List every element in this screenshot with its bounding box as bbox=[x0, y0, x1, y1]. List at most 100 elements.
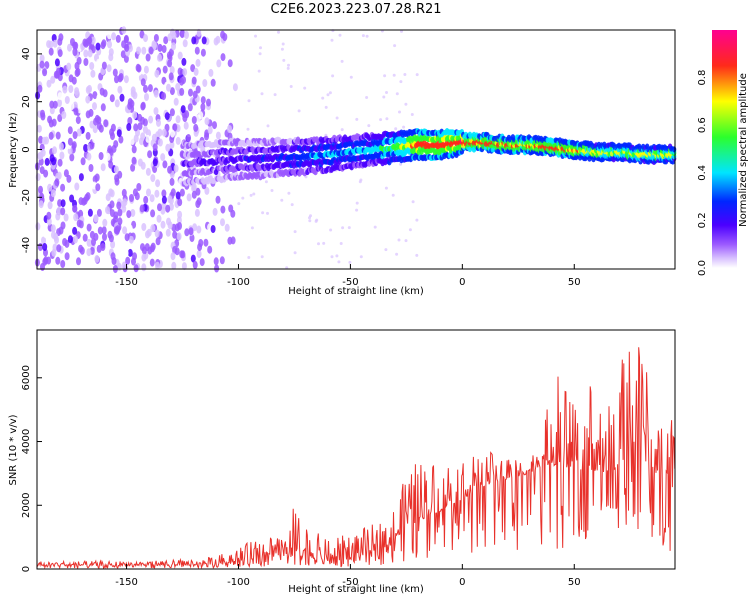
noise-cell bbox=[101, 61, 107, 70]
noise-cell bbox=[72, 226, 78, 235]
noise-cell bbox=[190, 254, 196, 263]
noise-cell bbox=[123, 34, 129, 43]
noise-cell bbox=[46, 217, 52, 226]
noise-cell bbox=[281, 42, 285, 46]
noise-cell bbox=[96, 93, 102, 102]
noise-cell bbox=[92, 125, 98, 134]
noise-cell bbox=[76, 128, 82, 137]
y-tick: 0 bbox=[21, 566, 42, 572]
noise-cell bbox=[101, 39, 107, 48]
y-tick-label: 4000 bbox=[21, 429, 32, 454]
noise-cell bbox=[289, 85, 293, 88]
noise-cell bbox=[143, 195, 149, 204]
noise-cell bbox=[86, 223, 92, 232]
noise-cell bbox=[77, 105, 83, 114]
noise-cell bbox=[57, 158, 63, 167]
noise-cell bbox=[149, 194, 155, 203]
noise-cell bbox=[227, 59, 233, 68]
noise-cell bbox=[166, 217, 171, 226]
noise-cell bbox=[47, 183, 53, 192]
signal-cell bbox=[671, 146, 677, 153]
noise-cell bbox=[121, 261, 127, 270]
colorbar-tick-label: 0.2 bbox=[697, 212, 708, 228]
noise-cell bbox=[49, 100, 55, 109]
y-tick: 4000 bbox=[21, 429, 42, 454]
noise-cell bbox=[60, 207, 66, 216]
noise-cell bbox=[60, 183, 66, 192]
noise-cell bbox=[53, 70, 59, 79]
noise-cell bbox=[48, 119, 54, 128]
noise-cell bbox=[119, 93, 125, 102]
noise-cell bbox=[165, 143, 171, 152]
noise-cell bbox=[179, 29, 185, 38]
noise-cell bbox=[172, 123, 178, 132]
colorbar-tick: 0.4 bbox=[697, 165, 708, 181]
noise-cell bbox=[140, 102, 146, 111]
noise-cell bbox=[184, 228, 190, 237]
noise-cell bbox=[186, 134, 191, 142]
noise-cell bbox=[68, 85, 74, 93]
noise-cell bbox=[166, 51, 172, 60]
x-tick: -150 bbox=[115, 264, 138, 288]
noise-cell bbox=[157, 138, 163, 147]
noise-cell bbox=[207, 245, 213, 254]
noise-cell bbox=[88, 108, 94, 117]
noise-cell bbox=[212, 207, 218, 216]
noise-cell bbox=[210, 78, 216, 87]
noise-cell bbox=[290, 203, 294, 207]
noise-cell bbox=[161, 45, 167, 53]
noise-cell bbox=[338, 33, 342, 37]
spectrogram-x-ticks: -150 -100 -50 0 50 bbox=[115, 264, 581, 288]
noise-cell bbox=[138, 54, 144, 62]
noise-cell bbox=[143, 84, 148, 93]
x-tick: 0 bbox=[459, 564, 466, 588]
noise-cell bbox=[260, 92, 264, 96]
noise-cell bbox=[73, 107, 79, 116]
noise-cell bbox=[110, 132, 115, 141]
noise-cell bbox=[141, 46, 147, 55]
noise-cell bbox=[141, 253, 147, 262]
x-tick: -50 bbox=[342, 264, 359, 288]
noise-cell bbox=[39, 54, 45, 63]
x-tick: -50 bbox=[342, 564, 359, 588]
noise-cell bbox=[326, 93, 330, 97]
noise-cell bbox=[337, 260, 341, 264]
noise-cell bbox=[219, 256, 225, 265]
colorbar-tick: 0.8 bbox=[697, 70, 708, 86]
noise-cell bbox=[182, 114, 188, 123]
y-tick-label: -40 bbox=[21, 237, 32, 253]
noise-cell bbox=[80, 157, 86, 166]
noise-cell bbox=[43, 230, 49, 239]
noise-cell bbox=[83, 144, 89, 152]
noise-cell bbox=[90, 36, 96, 45]
y-tick-label: 0 bbox=[21, 146, 32, 152]
noise-cell bbox=[192, 90, 198, 99]
noise-cell bbox=[157, 203, 162, 212]
noise-cell bbox=[204, 132, 209, 141]
noise-cell bbox=[85, 95, 91, 104]
noise-cell bbox=[176, 232, 182, 241]
colorbar-ticks: 0.0 0.2 0.4 0.6 0.8 bbox=[697, 70, 708, 276]
noise-cell bbox=[62, 85, 68, 94]
x-tick-label: -150 bbox=[115, 277, 138, 288]
noise-cell bbox=[57, 199, 63, 208]
colorbar-tick-label: 0.0 bbox=[697, 260, 708, 276]
noise-cell bbox=[67, 235, 73, 244]
noise-cell bbox=[130, 86, 136, 95]
noise-cell bbox=[94, 254, 100, 263]
x-tick-label: 0 bbox=[459, 277, 465, 288]
noise-cell bbox=[160, 220, 166, 229]
noise-cell bbox=[129, 137, 135, 145]
colorbar-tick-label: 0.6 bbox=[697, 117, 708, 133]
noise-cell bbox=[162, 160, 168, 169]
noise-cell bbox=[38, 135, 44, 144]
noise-cell bbox=[113, 165, 119, 174]
noise-cell bbox=[280, 47, 284, 51]
noise-cell bbox=[86, 152, 92, 161]
noise-cell bbox=[147, 150, 153, 159]
noise-cell bbox=[247, 99, 251, 103]
noise-cell bbox=[44, 136, 49, 145]
noise-cell bbox=[48, 131, 54, 140]
noise-cell bbox=[150, 224, 156, 233]
noise-cell bbox=[208, 68, 214, 77]
